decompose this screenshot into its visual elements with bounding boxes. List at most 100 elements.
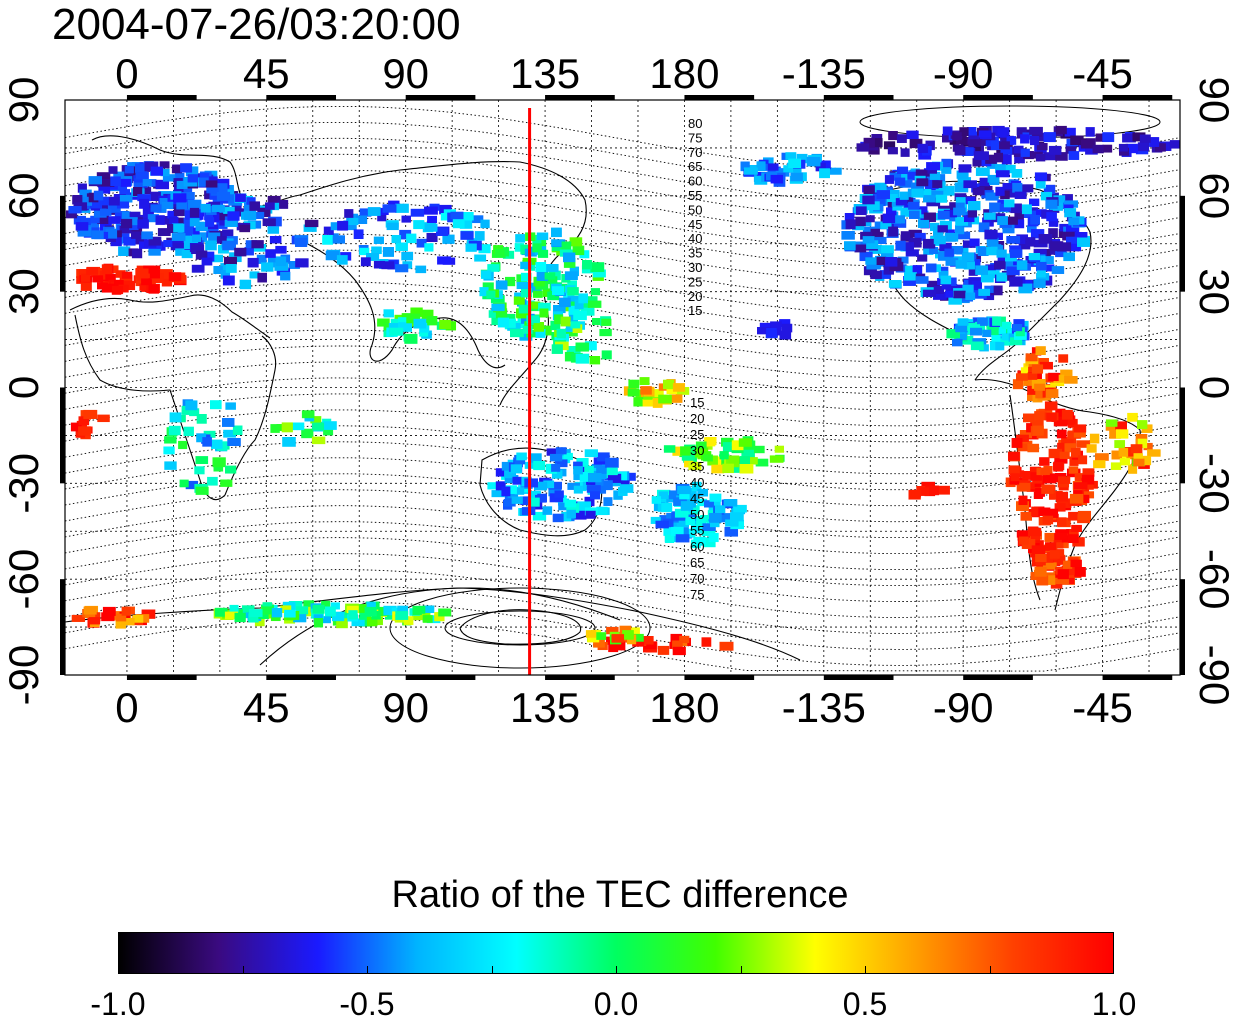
tec-pixel: [955, 197, 966, 205]
tec-map: 8075706560555045403530252015152025303540…: [0, 50, 1238, 731]
tec-pixel: [939, 242, 952, 252]
tec-pixel: [955, 330, 967, 341]
tec-pixel: [295, 237, 308, 247]
tec-pixel: [173, 193, 187, 203]
tec-pixel: [189, 207, 200, 218]
tec-pixel: [1029, 466, 1042, 475]
tec-pixel: [108, 196, 120, 206]
tec-pixel: [382, 204, 397, 213]
lon-tick-bottom: 180: [649, 684, 719, 731]
tec-pixel: [1022, 471, 1032, 480]
tec-pixel: [395, 242, 408, 252]
tec-pixel: [162, 174, 176, 182]
tec-pixel: [180, 163, 193, 173]
lon-tick-bottom: -135: [782, 684, 866, 731]
tec-pixel: [1030, 229, 1045, 239]
tec-pixel: [757, 327, 771, 335]
tec-pixel: [214, 607, 228, 617]
tec-pixel: [282, 437, 296, 447]
tec-pixel: [908, 489, 921, 500]
tec-pixel: [569, 237, 583, 247]
tec-pixel: [1067, 430, 1079, 439]
tec-pixel: [1018, 283, 1033, 294]
tec-pixel: [235, 193, 246, 202]
tec-pixel: [1064, 415, 1076, 425]
tec-pixel: [1020, 511, 1033, 521]
tec-pixel: [1033, 279, 1046, 288]
tec-pixel: [1064, 127, 1076, 137]
tec-pixel: [426, 233, 438, 243]
tec-pixel: [194, 466, 205, 475]
tec-pixel: [1035, 554, 1047, 563]
tec-pixel: [195, 250, 208, 260]
tec-pixel: [121, 618, 135, 626]
tec-pixel: [210, 254, 223, 263]
tec-pixel: [129, 222, 139, 231]
tec-pixel: [688, 505, 700, 515]
tec-pixel: [290, 422, 305, 431]
tec-pixel: [590, 288, 601, 296]
tec-pixel: [553, 305, 566, 314]
lon-tick-bottom: 135: [510, 684, 580, 731]
tec-pixel: [563, 258, 576, 268]
tec-pixel: [434, 612, 445, 622]
tec-pixel: [1073, 428, 1086, 438]
tec-pixel: [71, 614, 85, 622]
tec-pixel: [566, 503, 580, 513]
tec-pixel: [888, 226, 899, 237]
tec-pixel: [157, 228, 171, 237]
tec-pixel: [1063, 252, 1076, 262]
tec-pixel: [1048, 218, 1059, 227]
tec-pixel: [356, 215, 368, 225]
tec-pixel: [967, 208, 978, 218]
tec-pixel: [1039, 457, 1050, 466]
tec-pixel: [200, 203, 211, 213]
tec-ratio-pixels: [65, 125, 1180, 656]
tec-pixel: [640, 636, 654, 645]
tec-pixel: [204, 212, 214, 221]
tec-pixel: [486, 290, 496, 299]
tec-pixel: [1057, 517, 1067, 527]
tec-pixel: [359, 617, 373, 627]
tec-pixel: [1061, 438, 1074, 448]
tec-pixel: [92, 275, 104, 283]
tec-pixel: [1023, 376, 1035, 386]
tec-pixel: [548, 276, 558, 285]
tec-pixel: [1031, 545, 1046, 556]
tec-pixel: [256, 254, 267, 264]
tec-pixel: [596, 632, 607, 640]
tec-pixel: [311, 436, 326, 445]
tec-pixel: [322, 235, 334, 245]
tec-pixel: [383, 309, 394, 318]
tec-pixel: [1048, 448, 1063, 459]
tec-pixel: [944, 232, 959, 242]
tec-pixel: [163, 446, 175, 455]
tec-pixel: [474, 254, 487, 262]
tec-pixel: [943, 209, 957, 218]
tec-pixel: [1109, 429, 1122, 439]
tec-pixel: [719, 451, 729, 460]
tec-pixel: [564, 351, 574, 362]
lat-tick-left: -30: [0, 453, 47, 514]
tec-pixel: [172, 242, 184, 250]
tec-pixel: [1013, 145, 1024, 154]
tec-pixel: [1073, 488, 1083, 498]
tec-pixel: [568, 301, 581, 310]
frame-tick-right: [1180, 195, 1185, 292]
tec-pixel: [1058, 354, 1069, 363]
tec-pixel: [205, 217, 215, 227]
tec-pixel: [171, 165, 183, 174]
tec-pixel: [923, 195, 936, 203]
tec-pixel: [72, 195, 83, 205]
tec-pixel: [524, 478, 539, 488]
tec-pixel: [945, 284, 958, 294]
tec-pixel: [997, 128, 1007, 138]
tec-pixel: [310, 416, 322, 424]
tec-pixel: [1046, 412, 1057, 422]
lon-tick-top: 90: [382, 50, 429, 97]
tec-pixel: [963, 261, 975, 270]
tec-pixel: [389, 327, 404, 336]
tec-pixel: [366, 616, 378, 627]
tec-pixel: [1002, 223, 1015, 234]
tec-pixel: [926, 280, 940, 289]
